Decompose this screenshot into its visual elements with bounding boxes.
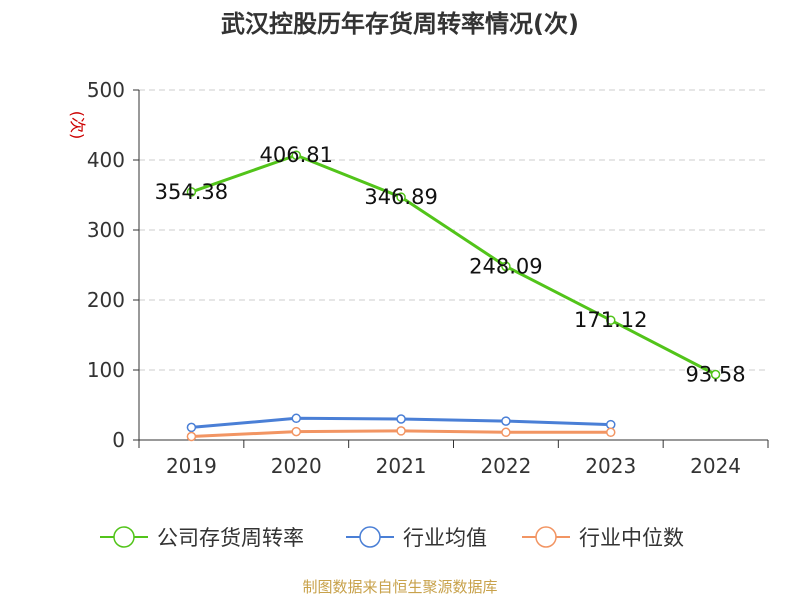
data-point <box>396 192 406 202</box>
x-tick-label: 2019 <box>166 454 217 478</box>
y-tick-label: 300 <box>87 218 125 242</box>
chart-title: 武汉控股历年存货周转率情况(次) <box>221 10 579 38</box>
legend-marker-icon <box>113 526 135 548</box>
axes: 0 100 200 300 400 500(次) 2019 2020 2021 2022 2023 2… <box>68 78 769 478</box>
data-point <box>710 369 721 380</box>
data-point <box>396 426 406 436</box>
x-tick-label: 2023 <box>585 454 636 478</box>
series-line-company <box>190 153 717 376</box>
data-point <box>606 315 616 325</box>
data-label: 406.81 <box>260 143 333 167</box>
y-axis-label: (次) <box>68 111 87 140</box>
y-tick-label: 200 <box>87 288 125 312</box>
legend-item: 行业均值 <box>346 526 487 550</box>
y-tick-label: 500 <box>87 78 125 102</box>
y-tick-label: 400 <box>87 148 125 172</box>
data-labels: 354.38 406.81 346.89 248.09 171.12 93.58 <box>155 143 746 386</box>
data-point <box>606 419 616 430</box>
data-point <box>186 422 197 433</box>
data-point <box>186 187 197 197</box>
data-label: 346.89 <box>364 185 437 209</box>
legend-marker-icon <box>359 526 381 548</box>
x-tick-label: 2022 <box>480 454 531 478</box>
data-label: 171.12 <box>574 308 647 332</box>
data-label: 354.38 <box>155 180 228 204</box>
legend-marker-icon <box>535 526 557 548</box>
data-point <box>606 427 616 438</box>
data-label: 93.58 <box>686 362 746 386</box>
data-point <box>291 426 301 437</box>
x-tick-label: 2020 <box>271 454 322 478</box>
x-tick-label: 2021 <box>376 454 427 478</box>
legend-label: 行业中位数 <box>579 526 684 550</box>
data-point <box>501 261 511 272</box>
data-point <box>291 413 301 424</box>
data-point <box>291 150 301 160</box>
data-point <box>501 416 511 426</box>
data-label: 248.09 <box>469 254 542 278</box>
legend: 公司存货周转率 行业均值 行业中位数 <box>100 526 684 550</box>
data-point <box>396 414 406 424</box>
legend-label: 公司存货周转率 <box>157 526 304 550</box>
x-tick-label: 2024 <box>690 454 741 478</box>
legend-label: 行业均值 <box>403 526 487 550</box>
data-source-footer: 制图数据来自恒生聚源数据库 <box>302 578 498 596</box>
data-point <box>501 427 511 438</box>
legend-item: 行业中位数 <box>522 526 684 550</box>
data-point <box>186 431 197 442</box>
legend-item: 公司存货周转率 <box>100 526 304 550</box>
y-tick-label: 0 <box>112 428 125 452</box>
series-lines <box>186 150 721 442</box>
y-tick-label: 100 <box>87 358 125 382</box>
